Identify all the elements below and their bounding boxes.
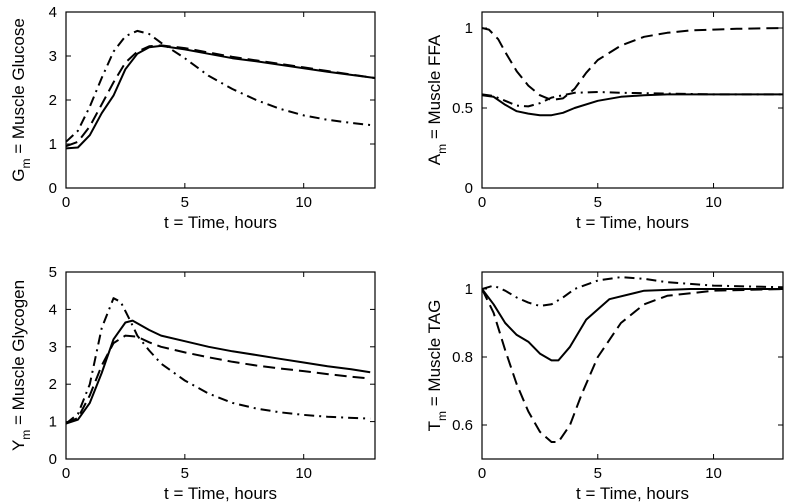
series-dashdot-line — [482, 276, 783, 307]
y-axis-label-text: = Muscle Glucose — [9, 18, 28, 158]
y-axis-label-symbol: T — [425, 421, 444, 431]
x-tick-label: 10 — [705, 465, 722, 482]
y-tick-label: 1 — [465, 281, 473, 298]
x-axis-label: t = Time, hours — [576, 484, 689, 503]
y-tick-label: 0 — [465, 180, 473, 197]
axes-frame — [65, 271, 376, 460]
chart-panel-ffa: 0 5 10 0 0.5 1 t = Time, hours Am = Muscle FFA — [425, 11, 784, 232]
y-axis-label-symbol: A — [425, 153, 444, 165]
y-tick-label: 0.6 — [452, 417, 473, 434]
y-tick-label: 5 — [49, 264, 57, 281]
y-tick-label: 3 — [49, 48, 57, 65]
x-tick-label: 5 — [181, 194, 189, 211]
x-axis-label: t = Time, hours — [164, 213, 277, 232]
series-dashdot-line — [482, 91, 783, 108]
series-solid-line — [482, 288, 783, 362]
y-axis-label-text: = Muscle FFA — [425, 34, 444, 144]
y-tick-label: 0 — [49, 451, 57, 468]
y-axis-label-symbol: Y — [9, 440, 28, 451]
x-tick-label: 0 — [478, 465, 486, 482]
x-tick-label: 10 — [295, 194, 312, 211]
y-axis-label-subscript: m — [435, 144, 449, 154]
series-dashed-line — [482, 288, 783, 443]
y-axis-label-text: = Muscle TAG — [425, 300, 444, 411]
y-tick-label: 4 — [49, 4, 57, 21]
y-axis-label-subscript: m — [435, 411, 449, 421]
y-axis-label: Tm = Muscle TAG — [425, 300, 449, 432]
y-tick-label: 0.8 — [452, 349, 473, 366]
series-solid-line — [66, 44, 375, 150]
y-tick-label: 2 — [49, 92, 57, 109]
y-axis-label: Am = Muscle FFA — [425, 34, 449, 165]
x-tick-label: 0 — [62, 194, 70, 211]
y-tick-label: 0 — [49, 180, 57, 197]
series-dashed-line — [66, 334, 371, 425]
series-dashed-line — [66, 44, 375, 148]
y-axis-label: Ym = Muscle Glycogen — [9, 280, 33, 451]
y-axis-label-subscript: m — [19, 159, 33, 169]
axes-frame — [481, 271, 784, 460]
chart-panel-glycogen: 0 5 10 0 1 2 3 4 5 t = Time, hours Ym = Muscle Gly… — [9, 264, 376, 503]
axes-frame — [481, 11, 784, 189]
series-dashdot-line — [66, 29, 375, 143]
y-tick-label: 3 — [49, 339, 57, 356]
y-tick-label: 1 — [465, 20, 473, 37]
series-dashdot-line — [66, 297, 371, 425]
y-axis-label-text: = Muscle Glycogen — [9, 280, 28, 430]
x-tick-label: 5 — [594, 194, 602, 211]
x-tick-label: 5 — [594, 465, 602, 482]
x-tick-label: 10 — [295, 465, 312, 482]
y-axis-label-symbol: G — [9, 169, 28, 182]
x-axis-label: t = Time, hours — [576, 213, 689, 232]
y-axis-label: Gm = Muscle Glucose — [9, 18, 33, 182]
chart-panel-tag: 0 5 10 0.6 0.8 1 t = Time, hours Tm = Muscle TA… — [425, 271, 784, 503]
y-tick-label: 0.5 — [452, 100, 473, 117]
y-tick-label: 1 — [49, 136, 57, 153]
x-tick-label: 0 — [62, 465, 70, 482]
x-tick-label: 10 — [705, 194, 722, 211]
x-axis-label: t = Time, hours — [164, 484, 277, 503]
x-tick-label: 5 — [181, 465, 189, 482]
axes-frame — [65, 11, 376, 189]
series-solid-line — [66, 319, 371, 425]
y-tick-label: 4 — [49, 301, 57, 318]
y-axis-label-subscript: m — [19, 430, 33, 440]
y-tick-label: 2 — [49, 376, 57, 393]
y-tick-label: 1 — [49, 414, 57, 431]
series-dashed-line — [482, 27, 783, 101]
x-tick-label: 0 — [478, 194, 486, 211]
chart-panel-glucose: 0 5 10 0 1 2 3 4 t = Time, hours Gm = Muscle Gluc… — [9, 4, 376, 232]
series-solid-line — [482, 93, 783, 117]
